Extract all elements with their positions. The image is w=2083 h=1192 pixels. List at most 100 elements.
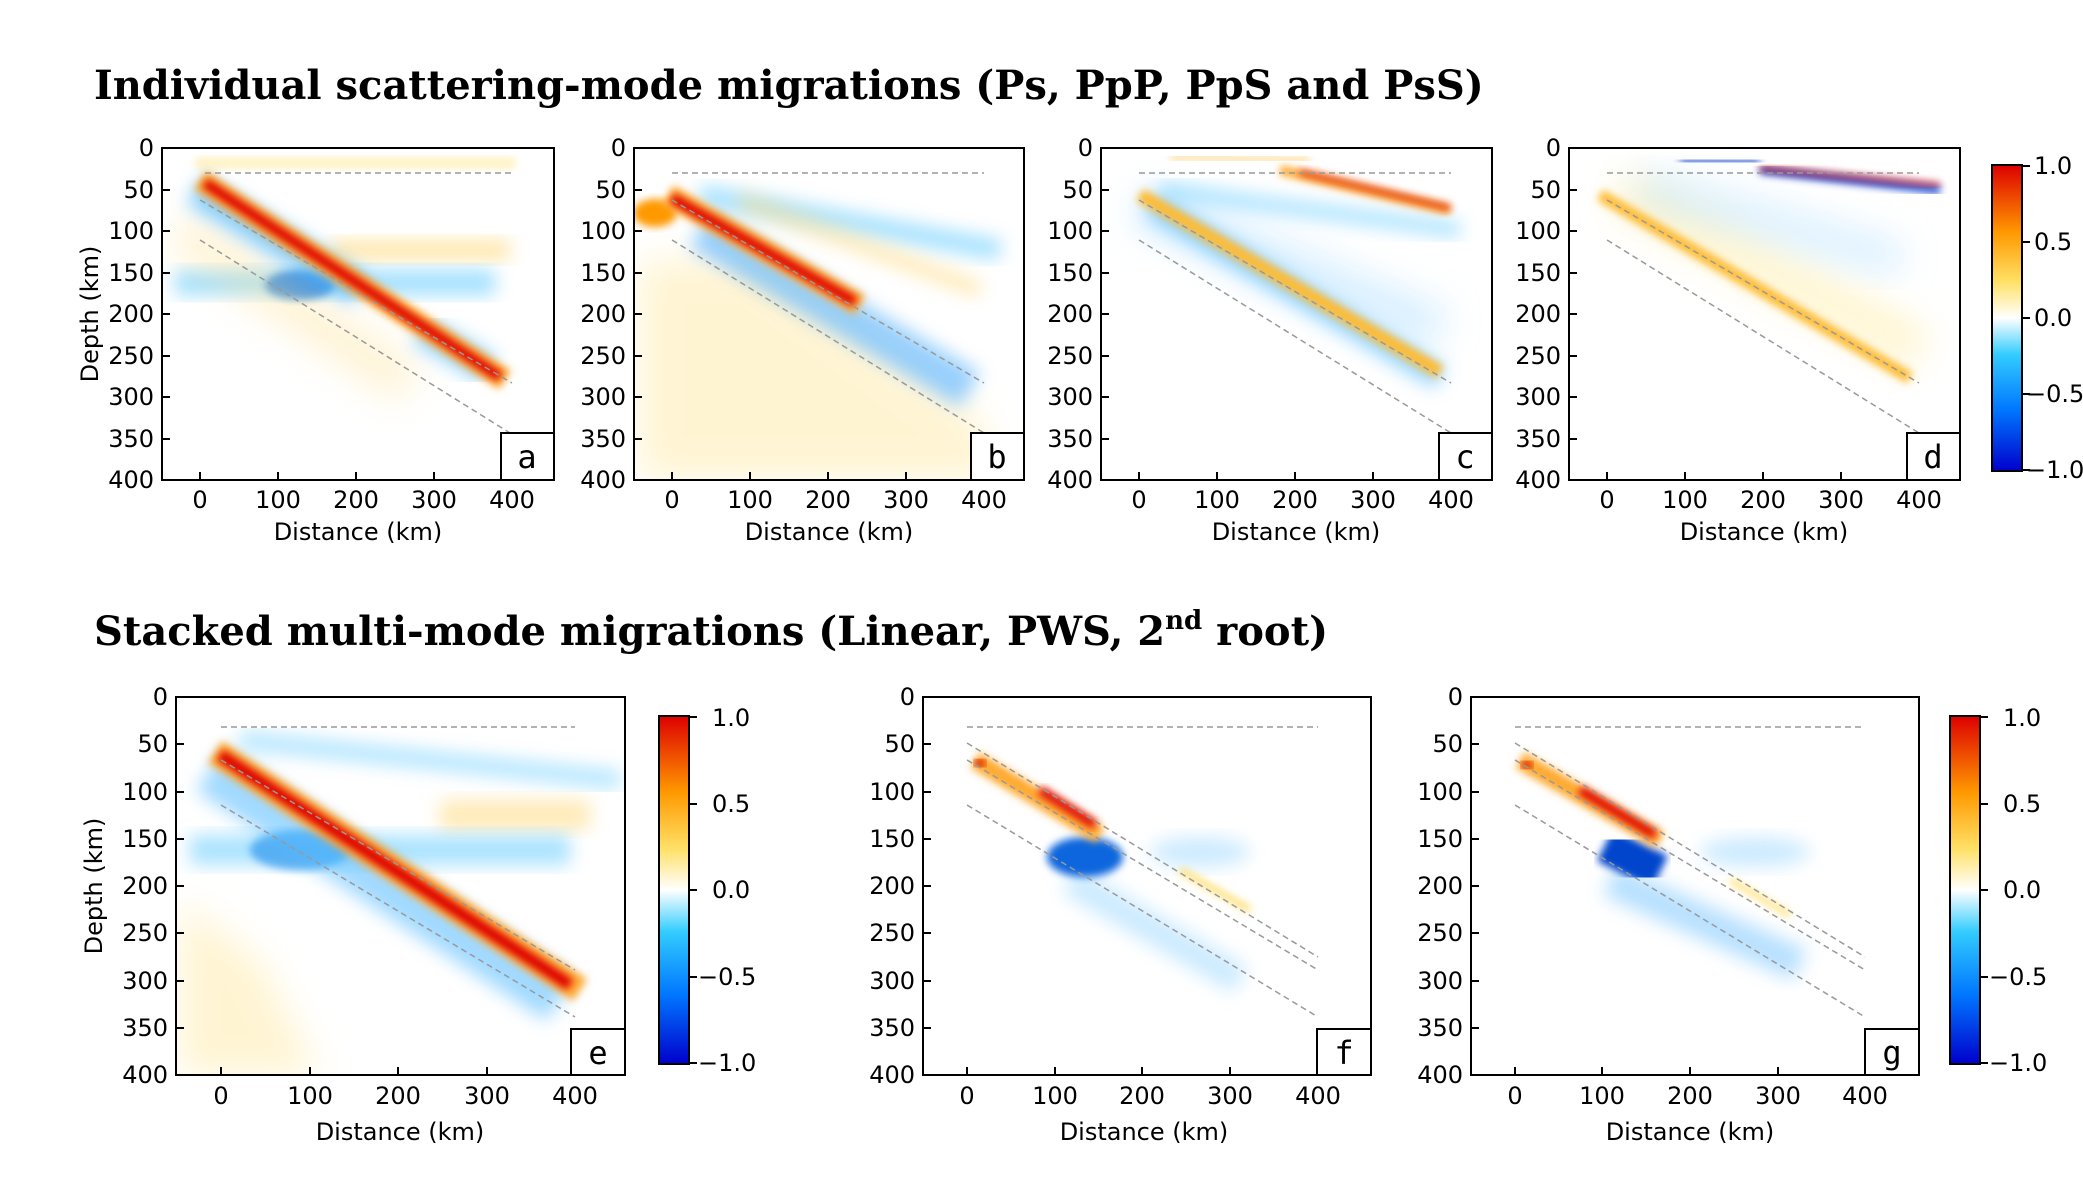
colorbar-top: 1.0 0.5 0.0 −0.5 −1.0 bbox=[1991, 152, 2083, 484]
colorbar-tick-label: −0.5 bbox=[2026, 380, 2083, 408]
x-axis-label: Distance (km) bbox=[1606, 1118, 1775, 1146]
y-tick-label: 100 bbox=[580, 217, 626, 245]
y-tick-label: 0 bbox=[1546, 134, 1561, 162]
colorbar-tick-label: 1.0 bbox=[2034, 152, 2072, 180]
y-tick-label: 50 bbox=[595, 176, 626, 204]
x-tick-label: 400 bbox=[1842, 1082, 1888, 1110]
y-tick-label: 50 bbox=[137, 730, 168, 758]
panel-f: 0 100 200 300 400 0 50 100 150 200 250 3… bbox=[869, 683, 1372, 1146]
y-tick-label: 400 bbox=[869, 1061, 915, 1089]
x-tick-label: 300 bbox=[883, 486, 929, 514]
y-tick-label: 300 bbox=[580, 383, 626, 411]
colorbar-tick-label: 0.0 bbox=[2003, 876, 2041, 904]
x-tick-label: 300 bbox=[1818, 486, 1864, 514]
x-tick-label: 300 bbox=[1207, 1082, 1253, 1110]
x-tick-label: 100 bbox=[1194, 486, 1240, 514]
y-tick-label: 250 bbox=[869, 919, 915, 947]
y-tick-label: 350 bbox=[108, 425, 154, 453]
x-tick-label: 100 bbox=[1579, 1082, 1625, 1110]
y-tick-label: 150 bbox=[1417, 825, 1463, 853]
y-tick-label: 150 bbox=[122, 825, 168, 853]
colorbar-tick-label: 0.5 bbox=[2034, 228, 2072, 256]
y-tick-label: 250 bbox=[1515, 342, 1561, 370]
y-tick-label: 350 bbox=[580, 425, 626, 453]
x-tick-label: 100 bbox=[1032, 1082, 1078, 1110]
x-tick-label: 400 bbox=[552, 1082, 598, 1110]
y-tick-label: 400 bbox=[108, 466, 154, 494]
x-axis-label: Distance (km) bbox=[316, 1118, 485, 1146]
y-tick-label: 350 bbox=[1417, 1014, 1463, 1042]
x-axis-label: Distance (km) bbox=[745, 518, 914, 546]
y-tick-label: 0 bbox=[1078, 134, 1093, 162]
x-tick-label: 400 bbox=[489, 486, 535, 514]
colorbar-tick-label: −1.0 bbox=[1989, 1049, 2047, 1077]
x-tick-label: 0 bbox=[192, 486, 207, 514]
x-tick-label: 200 bbox=[375, 1082, 421, 1110]
y-tick-label: 0 bbox=[153, 683, 168, 711]
y-tick-label: 200 bbox=[1515, 300, 1561, 328]
x-tick-label: 200 bbox=[1272, 486, 1318, 514]
colorbar-tick-label: −0.5 bbox=[698, 963, 756, 991]
panel-b: 0 100 200 300 400 0 50 100 150 200 250 3… bbox=[580, 134, 1025, 546]
y-tick-label: 100 bbox=[122, 778, 168, 806]
y-tick-label: 50 bbox=[1530, 176, 1561, 204]
y-tick-label: 200 bbox=[1047, 300, 1093, 328]
colorbar-tick-label: −1.0 bbox=[2026, 456, 2083, 484]
panel-c: 0 100 200 300 400 0 50 100 150 200 250 3… bbox=[1047, 134, 1493, 546]
panel-d: 0 100 200 300 400 0 50 100 150 200 250 3… bbox=[1515, 134, 1961, 546]
y-tick-label: 300 bbox=[122, 967, 168, 995]
panel-e: 0 100 200 300 400 0 50 100 150 200 250 3… bbox=[80, 683, 626, 1146]
y-tick-label: 300 bbox=[869, 967, 915, 995]
y-tick-label: 200 bbox=[1417, 872, 1463, 900]
y-tick-label: 0 bbox=[1448, 683, 1463, 711]
x-tick-label: 0 bbox=[1599, 486, 1614, 514]
colorbar-tick-label: 0.5 bbox=[2003, 790, 2041, 818]
panel-label: g bbox=[1882, 1034, 1901, 1072]
y-axis-label: Depth (km) bbox=[76, 246, 104, 383]
y-axis-label: Depth (km) bbox=[80, 818, 108, 955]
y-tick-label: 400 bbox=[122, 1061, 168, 1089]
colorbar-g: 1.0 0.5 0.0 −0.5 −1.0 bbox=[1949, 704, 2047, 1077]
colorbar-tick-label: 1.0 bbox=[2003, 704, 2041, 732]
x-axis-label: Distance (km) bbox=[1212, 518, 1381, 546]
panel-label: b bbox=[987, 438, 1006, 476]
colorbar-tick-label: 0.0 bbox=[712, 876, 750, 904]
y-tick-label: 250 bbox=[108, 342, 154, 370]
x-tick-label: 0 bbox=[213, 1082, 228, 1110]
y-tick-label: 150 bbox=[580, 259, 626, 287]
x-tick-label: 400 bbox=[961, 486, 1007, 514]
y-tick-label: 400 bbox=[1047, 466, 1093, 494]
y-tick-label: 50 bbox=[884, 730, 915, 758]
x-tick-label: 300 bbox=[1755, 1082, 1801, 1110]
x-tick-label: 200 bbox=[333, 486, 379, 514]
x-tick-label: 100 bbox=[727, 486, 773, 514]
panel-label: f bbox=[1334, 1034, 1353, 1072]
y-tick-label: 400 bbox=[1417, 1061, 1463, 1089]
panel-e-image bbox=[180, 703, 621, 1075]
y-tick-label: 100 bbox=[1515, 217, 1561, 245]
panel-g: 0 100 200 300 400 0 50 100 150 200 250 3… bbox=[1417, 683, 1920, 1146]
colorbar-tick-label: 0.0 bbox=[2034, 304, 2072, 332]
x-tick-label: 400 bbox=[1428, 486, 1474, 514]
y-tick-label: 250 bbox=[122, 919, 168, 947]
x-tick-label: 0 bbox=[1131, 486, 1146, 514]
y-tick-label: 200 bbox=[122, 872, 168, 900]
y-tick-label: 0 bbox=[139, 134, 154, 162]
x-tick-label: 200 bbox=[1740, 486, 1786, 514]
x-axis-label: Distance (km) bbox=[274, 518, 443, 546]
x-tick-label: 200 bbox=[1667, 1082, 1713, 1110]
colorbar-tick-label: 1.0 bbox=[712, 704, 750, 732]
y-tick-label: 150 bbox=[108, 259, 154, 287]
y-tick-label: 200 bbox=[580, 300, 626, 328]
panel-label: e bbox=[588, 1034, 607, 1072]
y-tick-label: 300 bbox=[108, 383, 154, 411]
y-tick-label: 100 bbox=[869, 778, 915, 806]
x-tick-label: 100 bbox=[1662, 486, 1708, 514]
y-tick-label: 0 bbox=[611, 134, 626, 162]
bottom-section-title: Stacked multi-mode migrations (Linear, P… bbox=[94, 606, 1328, 655]
x-tick-label: 0 bbox=[664, 486, 679, 514]
y-tick-label: 400 bbox=[1515, 466, 1561, 494]
x-tick-label: 100 bbox=[287, 1082, 333, 1110]
x-tick-label: 200 bbox=[1119, 1082, 1165, 1110]
y-tick-label: 350 bbox=[1047, 425, 1093, 453]
